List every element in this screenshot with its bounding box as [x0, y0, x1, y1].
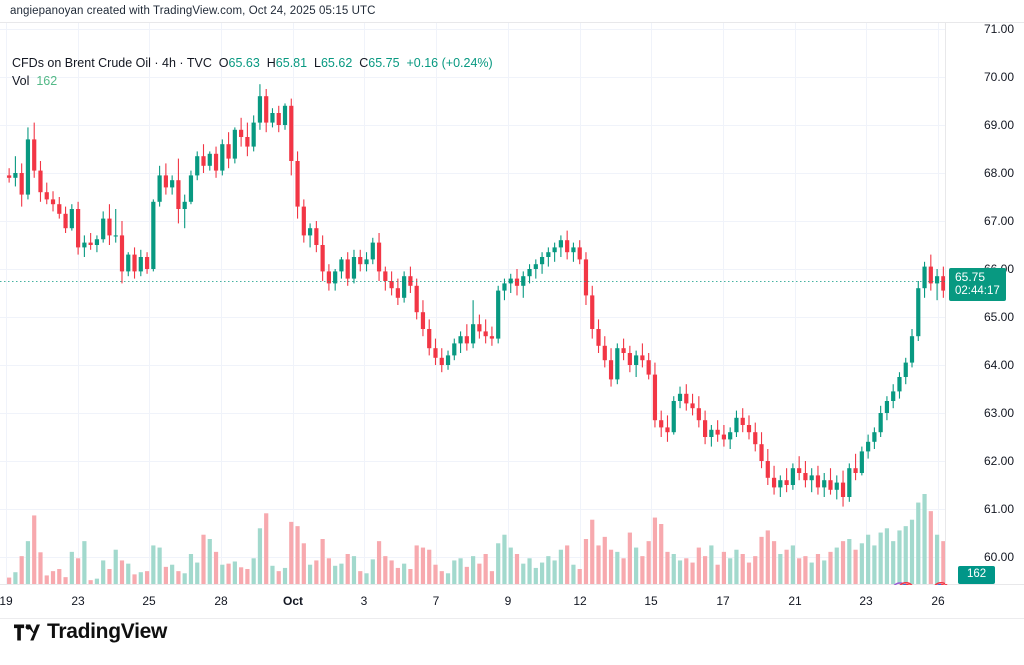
price-tick-61: 61.00	[983, 502, 1014, 516]
time-tick-26: 26	[931, 594, 945, 608]
time-tick-28: 28	[214, 594, 228, 608]
time-tick-23: 23	[859, 594, 873, 608]
price-tick-65: 65.00	[983, 310, 1014, 324]
price-tick-63: 63.00	[983, 406, 1014, 420]
legend-low-value: 65.62	[320, 56, 353, 70]
volume-series	[7, 494, 945, 584]
current-price-badge: 65.75 02:44:17	[949, 268, 1006, 301]
legend-close-label: C	[359, 56, 369, 70]
price-tick-69: 69.00	[983, 118, 1014, 132]
legend-high-label: H	[266, 56, 276, 70]
current-price-value: 65.75	[955, 270, 986, 284]
legend-change: +0.16	[406, 56, 439, 70]
time-tick-7: 7	[432, 594, 440, 608]
time-tick-3: 3	[360, 594, 368, 608]
time-tick-15: 15	[644, 594, 658, 608]
legend-close-value: 65.75	[368, 56, 400, 70]
legend-sep-2: ·	[175, 56, 187, 70]
price-tick-64: 64.00	[983, 358, 1014, 372]
chart-gridlines	[0, 23, 945, 584]
candlestick-series	[0, 84, 945, 507]
time-tick-23: 23	[71, 594, 85, 608]
legend-open-label: O	[218, 56, 229, 70]
bar-countdown: 02:44:17	[955, 285, 1000, 297]
volume-value-badge: 162	[958, 566, 996, 584]
legend-volume-label[interactable]: Vol	[12, 74, 30, 88]
chart-frame: CFDs on Brent Crude Oil · 4h · TVC O65.6…	[0, 22, 1024, 600]
legend-row-volume: Vol 162	[12, 73, 493, 90]
attribution-text: angiepanoyan created with TradingView.co…	[10, 5, 376, 17]
legend-symbol[interactable]: CFDs on Brent Crude Oil	[12, 56, 151, 70]
time-tick-12: 12	[573, 594, 587, 608]
chart-legend: CFDs on Brent Crude Oil · 4h · TVC O65.6…	[12, 55, 493, 90]
legend-row-symbol: CFDs on Brent Crude Oil · 4h · TVC O65.6…	[12, 55, 493, 72]
price-axis[interactable]: 71.0070.0069.0068.0067.0066.0065.0064.00…	[945, 22, 1024, 584]
time-tick-21: 21	[788, 594, 802, 608]
price-tick-71: 71.00	[983, 22, 1014, 36]
legend-open-value: 65.63	[228, 56, 260, 70]
time-tick-19: 19	[0, 594, 13, 608]
legend-exchange: TVC	[186, 56, 212, 70]
time-tick-17: 17	[716, 594, 730, 608]
time-axis[interactable]: 19 23 25 28 Oct 3 7 9 12 15 17 21 23 26	[0, 585, 1024, 619]
price-tick-68: 68.00	[983, 166, 1014, 180]
tradingview-wordmark: TradingView	[47, 620, 168, 643]
time-tick-25: 25	[142, 594, 156, 608]
price-tick-62: 62.00	[983, 454, 1014, 468]
price-tick-67: 67.00	[983, 214, 1014, 228]
time-tick-9: 9	[504, 594, 512, 608]
time-tick-Oct: Oct	[282, 594, 304, 608]
tradingview-logo: TradingView	[14, 620, 167, 644]
legend-volume-value: 162	[36, 74, 58, 88]
chart-plot-area[interactable]	[0, 23, 945, 584]
price-tick-60: 60.00	[983, 550, 1014, 564]
price-tick-70: 70.00	[983, 70, 1014, 84]
legend-high-value: 65.81	[275, 56, 308, 70]
legend-interval[interactable]: 4h	[162, 56, 176, 70]
legend-sep-1: ·	[150, 56, 163, 70]
legend-change-percent: (+0.24%)	[441, 56, 493, 70]
tradingview-mark-icon	[14, 624, 40, 640]
legend-low-label: L	[314, 56, 321, 70]
